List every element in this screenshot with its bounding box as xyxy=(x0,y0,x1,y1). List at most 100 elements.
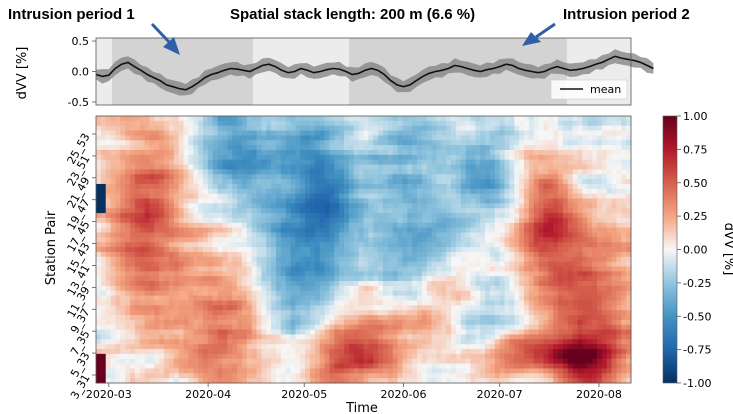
heatmap-cell xyxy=(426,266,432,272)
heatmap-cell xyxy=(558,281,564,287)
heatmap-cell xyxy=(460,266,467,272)
heatmap-cell xyxy=(509,300,515,306)
heatmap-cell xyxy=(441,247,447,253)
heatmap-cell xyxy=(280,305,287,311)
heatmap-cell xyxy=(120,261,126,267)
heatmap-cell xyxy=(548,174,554,180)
heatmap-cell xyxy=(105,208,111,214)
heatmap-cell xyxy=(494,169,501,175)
heatmap-cell xyxy=(300,217,306,224)
heatmap-cell xyxy=(285,237,291,243)
heatmap-cell xyxy=(149,242,155,248)
heatmap-cell xyxy=(489,140,496,146)
heatmap-cell xyxy=(130,319,136,326)
heatmap-cell xyxy=(582,237,588,243)
heatmap-cell xyxy=(524,285,530,292)
heatmap-cell xyxy=(528,271,535,277)
heatmap-cell xyxy=(611,149,617,156)
heatmap-cell xyxy=(134,154,141,161)
heatmap-cell xyxy=(324,164,330,170)
heatmap-cell xyxy=(348,164,355,170)
heatmap-cell xyxy=(168,295,175,301)
heatmap-cell xyxy=(421,266,428,272)
heatmap-cell xyxy=(587,159,593,165)
heatmap-cell xyxy=(314,125,321,131)
heatmap-cell xyxy=(499,310,505,316)
heatmap-cell xyxy=(582,145,588,151)
heatmap-cell xyxy=(606,159,612,165)
heatmap-cell xyxy=(178,154,184,161)
heatmap-cell xyxy=(426,208,432,214)
heatmap-cell xyxy=(626,222,632,229)
heatmap-cell xyxy=(237,154,243,161)
heatmap-cell xyxy=(310,164,316,170)
heatmap-cell xyxy=(499,232,505,238)
heatmap-cell xyxy=(519,319,525,326)
heatmap-cell xyxy=(290,266,296,272)
heatmap-cell xyxy=(436,193,442,199)
heatmap-cell xyxy=(509,125,515,131)
heatmap-cell xyxy=(596,164,603,170)
heatmap-cell xyxy=(596,227,603,233)
heatmap-cell xyxy=(621,154,627,161)
heatmap-cell xyxy=(217,217,223,224)
heatmap-cell xyxy=(329,145,335,151)
heatmap-cell xyxy=(562,242,569,248)
heatmap-cell xyxy=(562,174,569,180)
heatmap-cell xyxy=(577,281,583,287)
heatmap-cell xyxy=(397,130,403,136)
heatmap-cell xyxy=(207,285,214,292)
heatmap-cell xyxy=(499,125,505,131)
heatmap-cell xyxy=(246,319,253,326)
heatmap-cell xyxy=(164,188,170,195)
heatmap-cell xyxy=(485,227,491,233)
heatmap-cell xyxy=(212,295,218,301)
heatmap-cell xyxy=(241,208,248,214)
heatmap-cell xyxy=(489,232,496,238)
heatmap-cell xyxy=(378,295,384,301)
heatmap-cell xyxy=(485,188,491,195)
heatmap-cell xyxy=(592,305,598,311)
heatmap-cell xyxy=(421,324,428,330)
heatmap-cell xyxy=(266,232,272,238)
heatmap-cell xyxy=(222,154,228,161)
heatmap-cell xyxy=(207,120,214,127)
heatmap-cell xyxy=(519,256,525,263)
heatmap-cell xyxy=(227,251,233,258)
heatmap-cell xyxy=(329,247,335,253)
heatmap-cell xyxy=(567,193,574,199)
heatmap-cell xyxy=(514,198,520,204)
heatmap-cell xyxy=(363,310,369,316)
heatmap-cell xyxy=(368,222,374,229)
heatmap-cell xyxy=(358,203,364,209)
heatmap-cell xyxy=(455,256,462,263)
heatmap-cell xyxy=(397,174,403,180)
heatmap-cell xyxy=(319,120,325,127)
heatmap-cell xyxy=(290,261,296,267)
heatmap-cell xyxy=(285,188,291,195)
heatmap-cell xyxy=(538,266,544,272)
heatmap-cell xyxy=(285,295,291,301)
heatmap-cell xyxy=(509,213,515,219)
heatmap-cell xyxy=(421,169,428,175)
heatmap-cell xyxy=(173,319,180,326)
heatmap-cell xyxy=(134,179,141,185)
heatmap-cell xyxy=(246,169,253,175)
heatmap-cell xyxy=(334,247,340,253)
heatmap-cell xyxy=(392,193,398,199)
heatmap-cell xyxy=(548,300,554,306)
heatmap-cell xyxy=(538,295,544,301)
heatmap-cell xyxy=(280,261,287,267)
heatmap-cell xyxy=(339,247,345,253)
heatmap-cell xyxy=(451,130,457,136)
heatmap-cell xyxy=(125,310,131,316)
heatmap-cell xyxy=(494,125,501,131)
heatmap-cell xyxy=(626,116,632,122)
heatmap-cell xyxy=(198,222,204,229)
heatmap-cell xyxy=(533,203,539,209)
heatmap-cell xyxy=(183,310,189,316)
heatmap-cell xyxy=(397,149,403,156)
heatmap-cell xyxy=(251,154,257,161)
heatmap-cell xyxy=(314,281,321,287)
heatmap-cell xyxy=(509,145,515,151)
